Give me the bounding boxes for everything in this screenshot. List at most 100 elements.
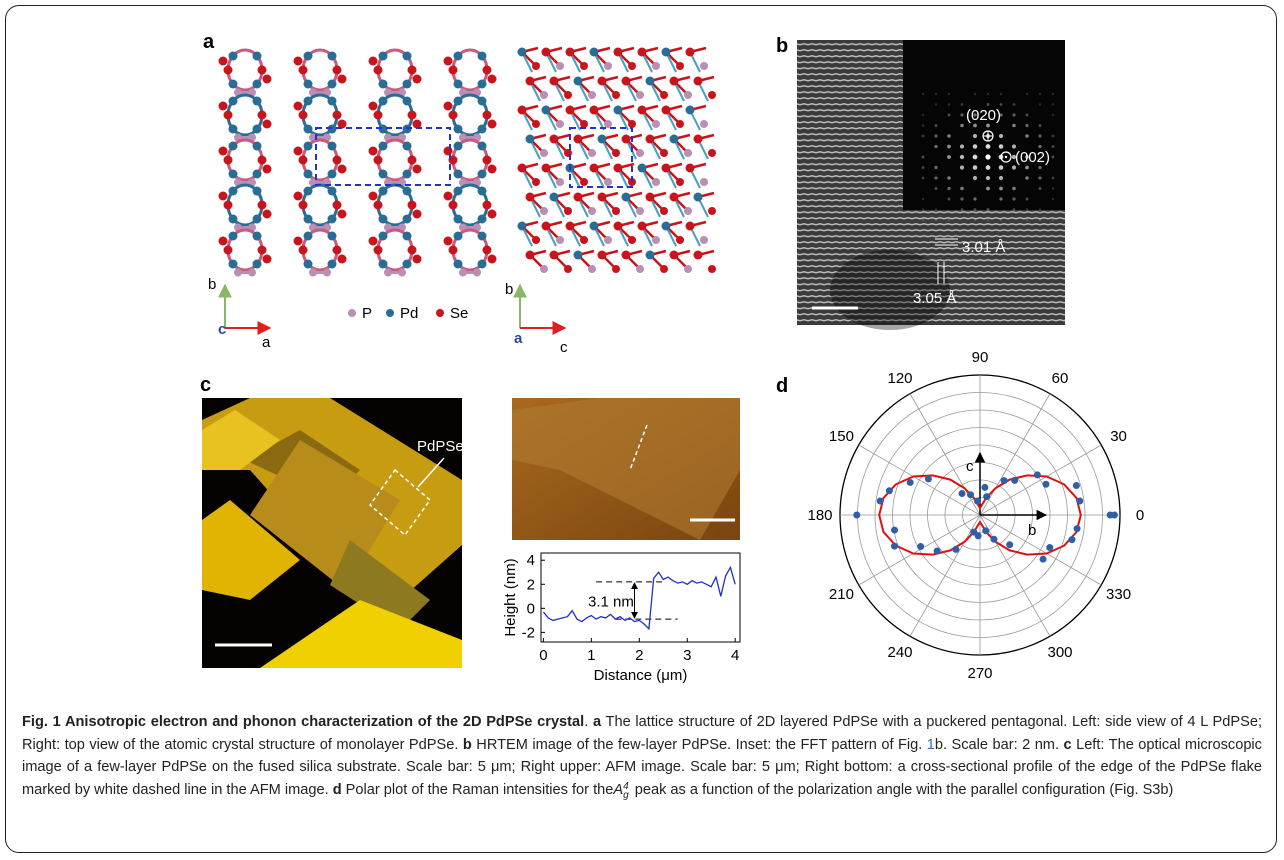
atom (686, 222, 695, 231)
atom (478, 215, 487, 224)
atom (328, 260, 337, 269)
fft-spot (987, 208, 990, 211)
data-point (1068, 536, 1075, 543)
atom (478, 125, 487, 134)
fft-spot (1000, 219, 1002, 221)
atom (694, 251, 703, 260)
atom (454, 80, 463, 89)
atom (700, 62, 708, 70)
atom (253, 260, 262, 269)
fft-spot (935, 208, 937, 210)
axis-label: b (505, 281, 513, 298)
atom (408, 201, 417, 210)
fft-spot (1052, 198, 1054, 200)
data-point (853, 512, 860, 519)
atom (646, 77, 655, 86)
fft-spot (999, 176, 1003, 180)
data-point (877, 497, 884, 504)
angle-label: 300 (1047, 644, 1072, 661)
x-axis-label: Distance (μm) (594, 667, 688, 684)
atom (478, 232, 487, 241)
data-point (1107, 512, 1114, 519)
atom (652, 236, 660, 244)
atom (598, 193, 607, 202)
caption-bold: a (593, 714, 601, 730)
data-point (1042, 481, 1049, 488)
data-point (952, 546, 959, 553)
axis-label: a (514, 330, 523, 347)
data-point (934, 547, 941, 554)
atom (229, 170, 238, 179)
fft-spot (1039, 103, 1041, 105)
atom (454, 215, 463, 224)
atom (408, 111, 417, 120)
atom (483, 156, 492, 165)
fft-spot (935, 124, 938, 127)
fft-spot (1039, 93, 1041, 95)
axis-label: c (218, 321, 226, 338)
atom (478, 187, 487, 196)
atom (333, 156, 342, 165)
data-point (1074, 525, 1081, 532)
data-point (982, 527, 989, 534)
atom (686, 48, 695, 57)
fft-spot (934, 134, 937, 137)
atom (478, 97, 487, 106)
atom (338, 210, 347, 219)
fft-spot (1052, 145, 1055, 148)
atom (294, 192, 303, 201)
panel-a (219, 48, 717, 277)
atom (379, 142, 388, 151)
fft-spot (922, 156, 925, 159)
atom (454, 142, 463, 151)
atom (328, 52, 337, 61)
atom (684, 265, 692, 273)
atom (708, 91, 716, 99)
atom (304, 142, 313, 151)
atom (263, 210, 272, 219)
atom (708, 265, 716, 273)
atom (304, 52, 313, 61)
fft-spot (947, 145, 951, 149)
atom (532, 236, 540, 244)
atom (686, 106, 695, 115)
atom (564, 91, 572, 99)
atom (556, 62, 564, 70)
x-tick-label: 1 (587, 647, 595, 664)
fft-spot (1012, 124, 1016, 128)
atom (219, 57, 228, 66)
atom (478, 80, 487, 89)
fft-spot (960, 165, 964, 169)
fft-spot (1039, 187, 1042, 190)
panel-label: d (776, 375, 788, 397)
atom (636, 91, 644, 99)
polar-spoke (980, 394, 1050, 515)
angle-label: 150 (829, 428, 854, 445)
atom (604, 178, 612, 186)
atom (518, 48, 527, 57)
atom (229, 142, 238, 151)
atom (304, 187, 313, 196)
fft-spot (947, 134, 951, 138)
fft-spot (986, 176, 990, 180)
spacing-label: 3.01 Å (962, 239, 1005, 256)
atom (638, 222, 647, 231)
atom (333, 246, 342, 255)
atom (253, 80, 262, 89)
math-script: 4g (623, 782, 629, 800)
atom (328, 80, 337, 89)
spot-label: (002) (1015, 149, 1050, 166)
fft-spot (1000, 103, 1003, 106)
data-point (974, 498, 981, 505)
fft-spot (1025, 124, 1028, 127)
legend-label: Se (450, 305, 468, 322)
atom (328, 142, 337, 151)
fft-spot (1039, 124, 1042, 127)
caption-bold: c (1063, 737, 1071, 753)
atom (304, 170, 313, 179)
atom (612, 91, 620, 99)
fft-spot (922, 124, 925, 127)
fft-spot (987, 219, 989, 221)
atom (518, 106, 527, 115)
fft-spot (1052, 219, 1054, 221)
